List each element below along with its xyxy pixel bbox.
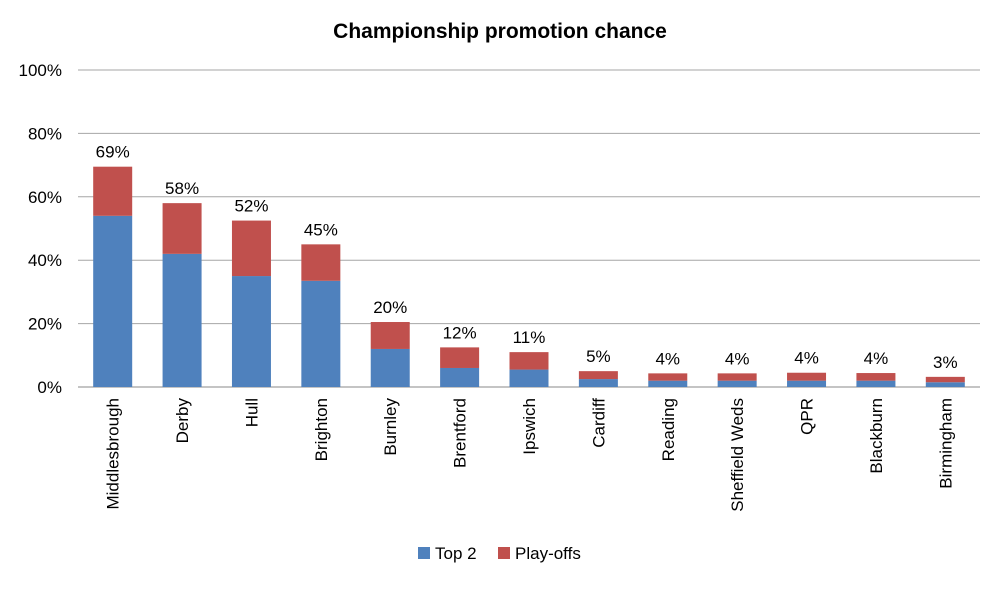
bar-top2: [925, 382, 965, 387]
y-tick-label: 100%: [19, 61, 62, 80]
x-tick-label: Burnley: [381, 398, 400, 456]
bar-top2: [93, 215, 133, 387]
data-label: 3%: [933, 353, 958, 372]
x-tick-label: Sheffield Weds: [728, 398, 747, 512]
bar-playoffs: [162, 203, 202, 254]
bar-playoffs: [231, 220, 271, 277]
legend: Top 2 Play-offs: [418, 544, 581, 563]
bar-playoffs: [787, 372, 827, 381]
bar-playoffs: [301, 244, 341, 281]
data-label: 4%: [725, 349, 750, 368]
bar-top2: [509, 369, 549, 387]
bar-top2: [370, 348, 410, 387]
data-labels: 69% 58% 52% 45% 20% 12% 11% 5% 4% 4% 4% 4% 3%: [96, 143, 958, 372]
y-tick-label: 40%: [28, 251, 62, 270]
data-label: 69%: [96, 143, 130, 162]
x-tick-label: Reading: [659, 398, 678, 461]
data-label: 58%: [165, 179, 199, 198]
bar-top2: [162, 253, 202, 387]
y-tick-label: 60%: [28, 188, 62, 207]
bar-playoffs: [856, 373, 896, 381]
data-label: 5%: [586, 347, 611, 366]
bar-playoffs: [648, 373, 688, 381]
x-tick-label: QPR: [798, 398, 817, 435]
x-tick-label: Brentford: [451, 398, 470, 468]
y-axis-tick-labels: 0% 20% 40% 60% 80% 100%: [19, 61, 62, 397]
x-tick-label: Middlesbrough: [104, 398, 123, 510]
data-label: 11%: [513, 328, 546, 347]
chart-title: Championship promotion chance: [333, 20, 667, 43]
bar-playoffs: [93, 166, 133, 216]
x-tick-label: Derby: [173, 398, 192, 444]
bar-playoffs: [578, 371, 618, 380]
x-tick-label: Birmingham: [936, 398, 955, 489]
data-label: 4%: [864, 349, 889, 368]
x-axis-tick-labels: Middlesbrough Derby Hull Brighton Burnley Bre…: [104, 398, 956, 512]
gridlines: [78, 69, 980, 388]
x-tick-label: Brighton: [312, 398, 331, 461]
legend-swatch: [418, 547, 430, 559]
data-label: 12%: [443, 323, 477, 342]
bar-playoffs: [440, 347, 480, 368]
x-tick-label: Hull: [242, 398, 261, 427]
bar-top2: [856, 380, 896, 387]
data-label: 4%: [794, 349, 819, 368]
bar-top2: [787, 380, 827, 387]
legend-label: Top 2: [435, 544, 477, 563]
bars: [93, 166, 965, 387]
bar-playoffs: [509, 352, 549, 370]
legend-label: Play-offs: [515, 544, 581, 563]
x-tick-label: Blackburn: [867, 398, 886, 474]
bar-playoffs: [717, 373, 757, 381]
x-tick-label: Cardiff: [589, 398, 608, 448]
bar-top2: [648, 380, 688, 387]
y-tick-label: 80%: [28, 124, 62, 143]
legend-swatch: [498, 547, 510, 559]
data-label: 4%: [655, 349, 680, 368]
bar-top2: [301, 280, 341, 387]
y-tick-label: 20%: [28, 315, 62, 334]
bar-top2: [231, 276, 271, 387]
y-tick-label: 0%: [37, 378, 62, 397]
bar-top2: [717, 380, 757, 387]
data-label: 52%: [234, 197, 268, 216]
bar-top2: [578, 379, 618, 387]
x-tick-label: Ipswich: [520, 398, 539, 455]
data-label: 45%: [304, 220, 338, 239]
bar-playoffs: [370, 322, 410, 349]
bar-playoffs: [925, 376, 965, 383]
data-label: 20%: [373, 298, 407, 317]
bar-top2: [440, 367, 480, 387]
